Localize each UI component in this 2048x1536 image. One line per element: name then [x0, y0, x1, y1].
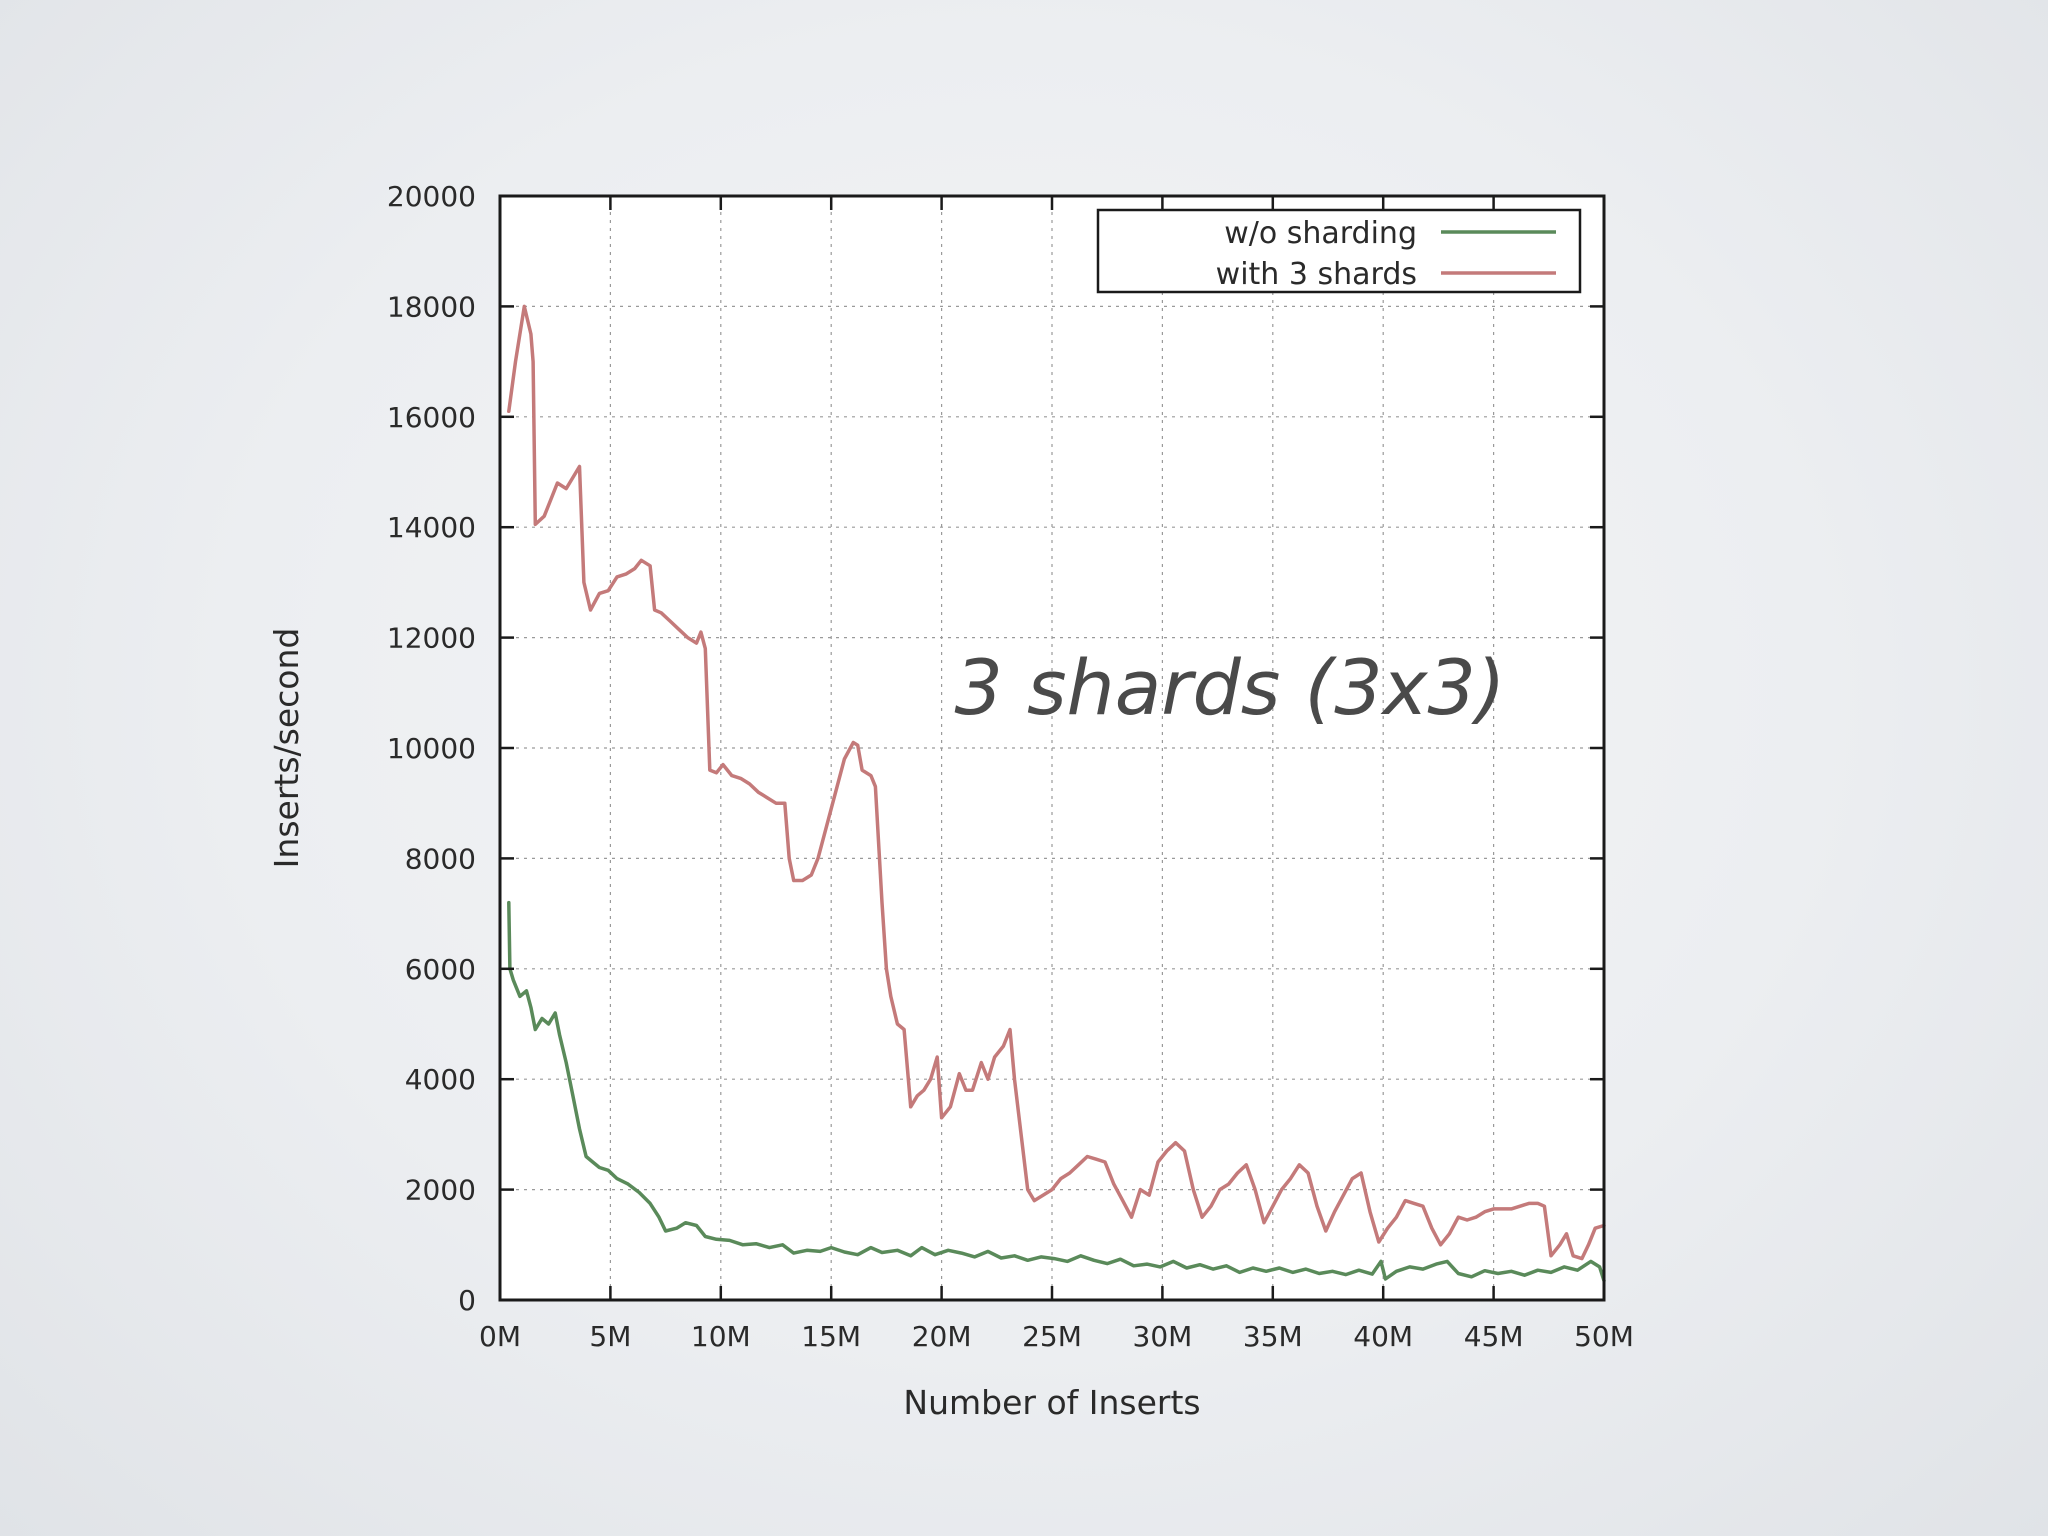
series-line-with-3-shards [507, 304, 1606, 1261]
x-tick-label: 20M [912, 1320, 972, 1353]
y-tick-label: 16000 [387, 401, 476, 434]
legend-box [1096, 208, 1582, 294]
x-tick-label: 15M [801, 1320, 861, 1353]
x-tick-labels: 0M 5M 10M 15M 20M 25M 30M 35M 40M 45M 50M [479, 1320, 1634, 1353]
axis-ticks [498, 194, 1606, 1302]
legend: w/o sharding with 3 shards [1096, 208, 1582, 294]
y-tick-label: 6000 [405, 953, 476, 986]
y-tick-label: 2000 [405, 1174, 476, 1207]
x-tick-label: 35M [1243, 1320, 1303, 1353]
x-tick-label: 50M [1574, 1320, 1634, 1353]
x-tick-label: 25M [1022, 1320, 1082, 1353]
y-tick-label: 0 [458, 1284, 476, 1317]
x-tick-label: 5M [589, 1320, 631, 1353]
x-axis-label: Number of Inserts [903, 1383, 1200, 1422]
y-axis-label: Inserts/second [267, 628, 306, 869]
x-tick-label: 10M [691, 1320, 751, 1353]
x-tick-label: 45M [1464, 1320, 1524, 1353]
legend-label-with-3-shards: with 3 shards [1216, 257, 1417, 292]
y-tick-labels: 0 2000 4000 6000 8000 10000 12000 14000 16000 180… [387, 180, 476, 1317]
chart-annotation: 3 shards (3x3) [954, 643, 1505, 732]
y-tick-label: 8000 [405, 842, 476, 875]
series-line-w-o-sharding [507, 900, 1606, 1283]
x-tick-label: 40M [1353, 1320, 1413, 1353]
x-tick-label: 0M [479, 1320, 521, 1353]
y-tick-label: 4000 [405, 1063, 476, 1096]
y-tick-label: 18000 [387, 290, 476, 323]
y-tick-label: 20000 [387, 180, 476, 213]
legend-label-w-o-sharding: w/o sharding [1224, 216, 1417, 251]
x-tick-label: 30M [1133, 1320, 1193, 1353]
y-tick-label: 14000 [387, 511, 476, 544]
y-tick-label: 10000 [387, 732, 476, 765]
series-layer [507, 304, 1606, 1283]
y-tick-label: 12000 [387, 622, 476, 655]
